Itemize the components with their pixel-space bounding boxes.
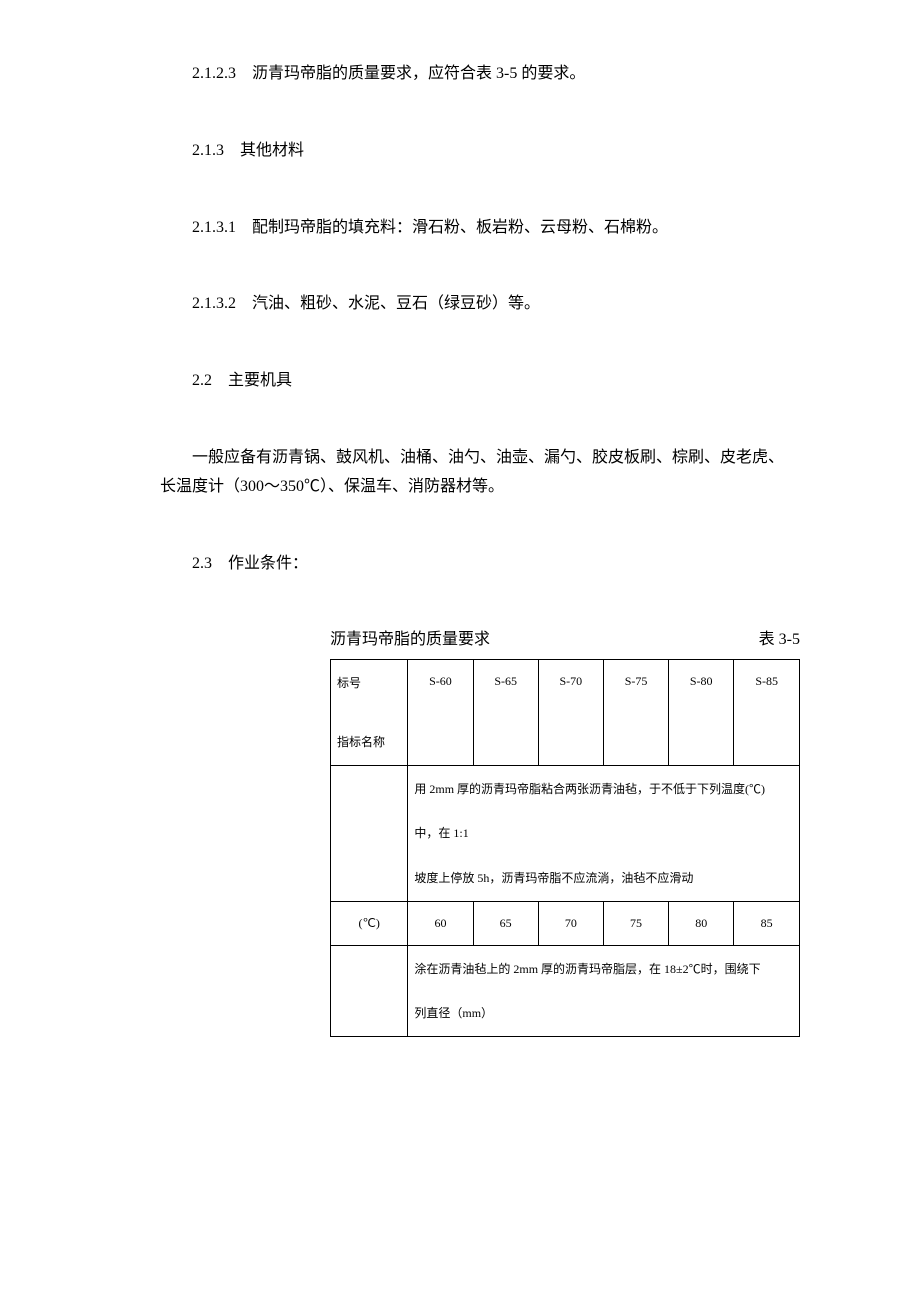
table-label: 表 3-5 — [759, 626, 800, 655]
table-wrap: 标号 指标名称 S-60 S-65 S-70 S-75 S-80 S-85 用 … — [330, 659, 800, 1037]
header-label-2: 指标名称 — [337, 729, 401, 755]
para-equipment-line2: 长温度计（300～350℃）、保温车、消防器材等。 — [160, 473, 800, 502]
row-label: (℃) — [331, 902, 408, 945]
desc-line-2: 中，在 1:1 — [414, 820, 793, 846]
table-row: (℃) 60 65 70 75 80 85 — [331, 902, 800, 945]
empty-cell — [331, 945, 408, 1037]
table-cell: 60 — [408, 902, 473, 945]
para-2-2: 2.2 主要机具 — [160, 367, 800, 396]
quality-table: 标号 指标名称 S-60 S-65 S-70 S-75 S-80 S-85 用 … — [330, 659, 800, 1037]
header-left-cell: 标号 指标名称 — [331, 660, 408, 766]
table-title-row: 沥青玛帝脂的质量要求 表 3-5 — [330, 626, 800, 655]
desc-line-5: 列直径（mm） — [414, 1000, 793, 1026]
desc-line-3: 坡度上停放 5h，沥青玛帝脂不应流淌，油毡不应滑动 — [414, 865, 793, 891]
table-cell: 75 — [603, 902, 668, 945]
para-2-3: 2.3 作业条件： — [160, 550, 800, 579]
para-2-1-3-1: 2.1.3.1 配制玛帝脂的填充料：滑石粉、板岩粉、云母粉、石棉粉。 — [160, 214, 800, 243]
table-row: 标号 指标名称 S-60 S-65 S-70 S-75 S-80 S-85 — [331, 660, 800, 766]
col-header: S-65 — [473, 660, 538, 766]
table-title: 沥青玛帝脂的质量要求 — [330, 626, 490, 655]
header-label-1: 标号 — [337, 670, 401, 696]
col-header: S-70 — [538, 660, 603, 766]
para-2-1-2-3: 2.1.2.3 沥青玛帝脂的质量要求，应符合表 3-5 的要求。 — [160, 60, 800, 89]
desc-cell: 用 2mm 厚的沥青玛帝脂粘合两张沥青油毡，于不低于下列温度(℃) 中，在 1:… — [408, 765, 800, 901]
col-header: S-80 — [669, 660, 734, 766]
col-header: S-85 — [734, 660, 800, 766]
table-row: 涂在沥青油毡上的 2mm 厚的沥青玛帝脂层，在 18±2℃时，围绕下 列直径（m… — [331, 945, 800, 1037]
table-cell: 65 — [473, 902, 538, 945]
para-2-1-3-2: 2.1.3.2 汽油、粗砂、水泥、豆石（绿豆砂）等。 — [160, 290, 800, 319]
para-equipment: 一般应备有沥青锅、鼓风机、油桶、油勺、油壶、漏勺、胶皮板刷、棕刷、皮老虎、 长温… — [160, 444, 800, 502]
para-equipment-line1: 一般应备有沥青锅、鼓风机、油桶、油勺、油壶、漏勺、胶皮板刷、棕刷、皮老虎、 — [192, 449, 784, 466]
col-header: S-60 — [408, 660, 473, 766]
desc-line-1: 用 2mm 厚的沥青玛帝脂粘合两张沥青油毡，于不低于下列温度(℃) — [414, 776, 793, 802]
table-cell: 70 — [538, 902, 603, 945]
desc-line-4: 涂在沥青油毡上的 2mm 厚的沥青玛帝脂层，在 18±2℃时，围绕下 — [414, 956, 793, 982]
table-row: 用 2mm 厚的沥青玛帝脂粘合两张沥青油毡，于不低于下列温度(℃) 中，在 1:… — [331, 765, 800, 901]
table-cell: 80 — [669, 902, 734, 945]
empty-cell — [331, 765, 408, 901]
col-header: S-75 — [603, 660, 668, 766]
desc-cell: 涂在沥青油毡上的 2mm 厚的沥青玛帝脂层，在 18±2℃时，围绕下 列直径（m… — [408, 945, 800, 1037]
para-2-1-3: 2.1.3 其他材料 — [160, 137, 800, 166]
table-cell: 85 — [734, 902, 800, 945]
